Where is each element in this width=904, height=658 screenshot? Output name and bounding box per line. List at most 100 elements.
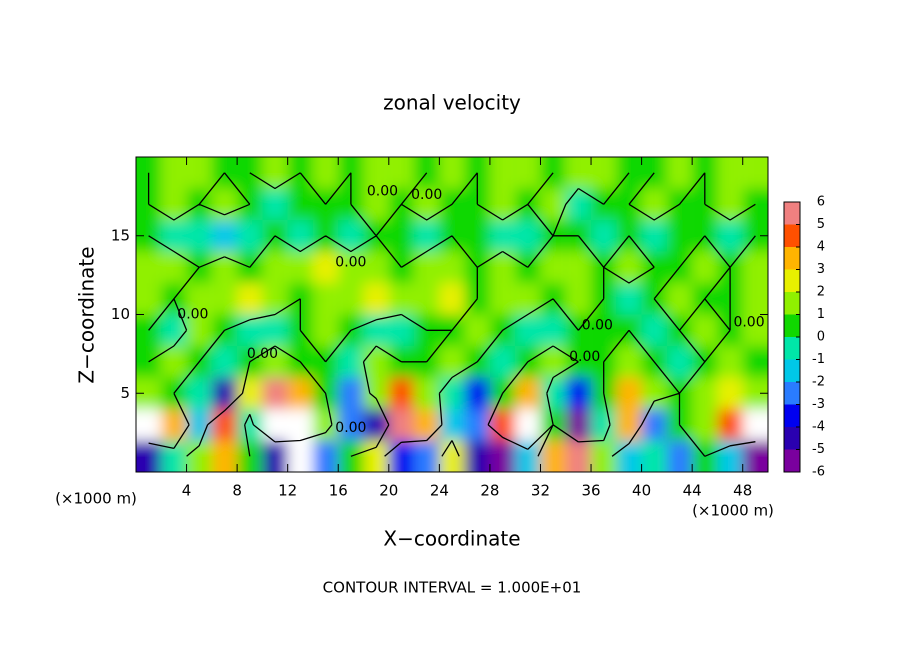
y-tick-label: 10 bbox=[111, 305, 130, 323]
colorbar-swatch bbox=[784, 382, 800, 405]
cell bbox=[237, 283, 263, 315]
cell bbox=[439, 440, 465, 472]
cell bbox=[742, 251, 768, 283]
cell bbox=[388, 157, 415, 189]
cell bbox=[338, 346, 364, 378]
cell bbox=[464, 377, 490, 409]
x-tick-label: 32 bbox=[531, 482, 550, 500]
cell bbox=[287, 377, 313, 409]
cell bbox=[641, 377, 667, 409]
colorbar-swatch bbox=[784, 202, 800, 225]
contour-label: 0.00 bbox=[367, 184, 398, 200]
cell bbox=[262, 251, 288, 283]
cell bbox=[363, 346, 389, 378]
x-tick-label: 8 bbox=[232, 482, 242, 500]
cell bbox=[186, 377, 212, 409]
cell bbox=[717, 220, 743, 252]
colorbar-swatch bbox=[784, 314, 800, 337]
cell bbox=[363, 283, 389, 315]
colorbar-tick-label: -2 bbox=[812, 375, 825, 390]
cell bbox=[742, 440, 768, 472]
cell bbox=[641, 220, 667, 252]
cell bbox=[464, 220, 490, 252]
cell bbox=[565, 283, 592, 315]
contour-label: 0.00 bbox=[177, 307, 208, 323]
cell bbox=[515, 283, 541, 315]
colorbar-swatch bbox=[784, 247, 800, 270]
cell bbox=[515, 157, 541, 189]
colorbar-tick-label: -6 bbox=[812, 465, 825, 480]
contour-line bbox=[147, 172, 756, 457]
cell bbox=[489, 220, 516, 252]
cell bbox=[717, 377, 743, 409]
cell bbox=[742, 157, 768, 189]
cell bbox=[388, 220, 415, 252]
cell bbox=[312, 314, 339, 346]
cell bbox=[287, 251, 313, 283]
cell bbox=[439, 251, 465, 283]
x-unit: (×1000 m) bbox=[692, 502, 774, 520]
cell bbox=[338, 409, 364, 441]
cell bbox=[414, 220, 440, 252]
cell bbox=[591, 157, 617, 189]
cell bbox=[565, 409, 592, 441]
cell bbox=[338, 251, 364, 283]
colorbar-swatch bbox=[784, 359, 800, 382]
cell bbox=[312, 251, 339, 283]
colorbar-swatch bbox=[784, 269, 800, 292]
cell bbox=[540, 346, 566, 378]
cell bbox=[363, 409, 389, 441]
cell bbox=[338, 440, 364, 472]
cell bbox=[136, 283, 162, 315]
cell bbox=[565, 440, 592, 472]
cell bbox=[515, 377, 541, 409]
cell bbox=[489, 409, 516, 441]
cell bbox=[161, 251, 187, 283]
cell bbox=[186, 283, 212, 315]
colorbar-tick-label: -1 bbox=[812, 352, 825, 367]
x-axis-label: X−coordinate bbox=[383, 527, 520, 551]
cell bbox=[692, 377, 718, 409]
colorbar-tick-label: 1 bbox=[817, 307, 825, 322]
cell bbox=[211, 283, 238, 315]
cell bbox=[338, 283, 364, 315]
cell bbox=[464, 409, 490, 441]
cell bbox=[717, 346, 743, 378]
cell bbox=[363, 188, 389, 220]
cell bbox=[616, 346, 642, 378]
x-tick-label: 40 bbox=[632, 482, 651, 500]
x-tick-label: 44 bbox=[683, 482, 702, 500]
cell bbox=[565, 251, 592, 283]
cell bbox=[464, 314, 490, 346]
cell bbox=[363, 251, 389, 283]
y-tick-label: 15 bbox=[111, 226, 130, 244]
cell bbox=[414, 409, 440, 441]
cell bbox=[388, 314, 415, 346]
cell bbox=[338, 377, 364, 409]
cell bbox=[439, 377, 465, 409]
cell bbox=[161, 440, 187, 472]
cell bbox=[641, 314, 667, 346]
cell bbox=[439, 409, 465, 441]
colorbar-tick-label: 5 bbox=[817, 217, 825, 232]
contour-label: 0.00 bbox=[411, 187, 442, 203]
cell bbox=[666, 440, 693, 472]
cell bbox=[312, 283, 339, 315]
cell bbox=[186, 220, 212, 252]
cell bbox=[742, 409, 768, 441]
cell bbox=[237, 346, 263, 378]
x-unit: (×1000 m) bbox=[55, 490, 137, 508]
cell bbox=[742, 346, 768, 378]
cell bbox=[540, 377, 566, 409]
cell bbox=[591, 220, 617, 252]
cell bbox=[616, 377, 642, 409]
colorbar-tick-label: 3 bbox=[817, 262, 825, 277]
cell bbox=[464, 440, 490, 472]
cell bbox=[692, 409, 718, 441]
x-tick-label: 4 bbox=[182, 482, 192, 500]
x-tick-label: 24 bbox=[430, 482, 449, 500]
cell bbox=[312, 157, 339, 189]
contour-label: 0.00 bbox=[569, 349, 600, 365]
cell bbox=[262, 409, 288, 441]
cell bbox=[287, 409, 313, 441]
